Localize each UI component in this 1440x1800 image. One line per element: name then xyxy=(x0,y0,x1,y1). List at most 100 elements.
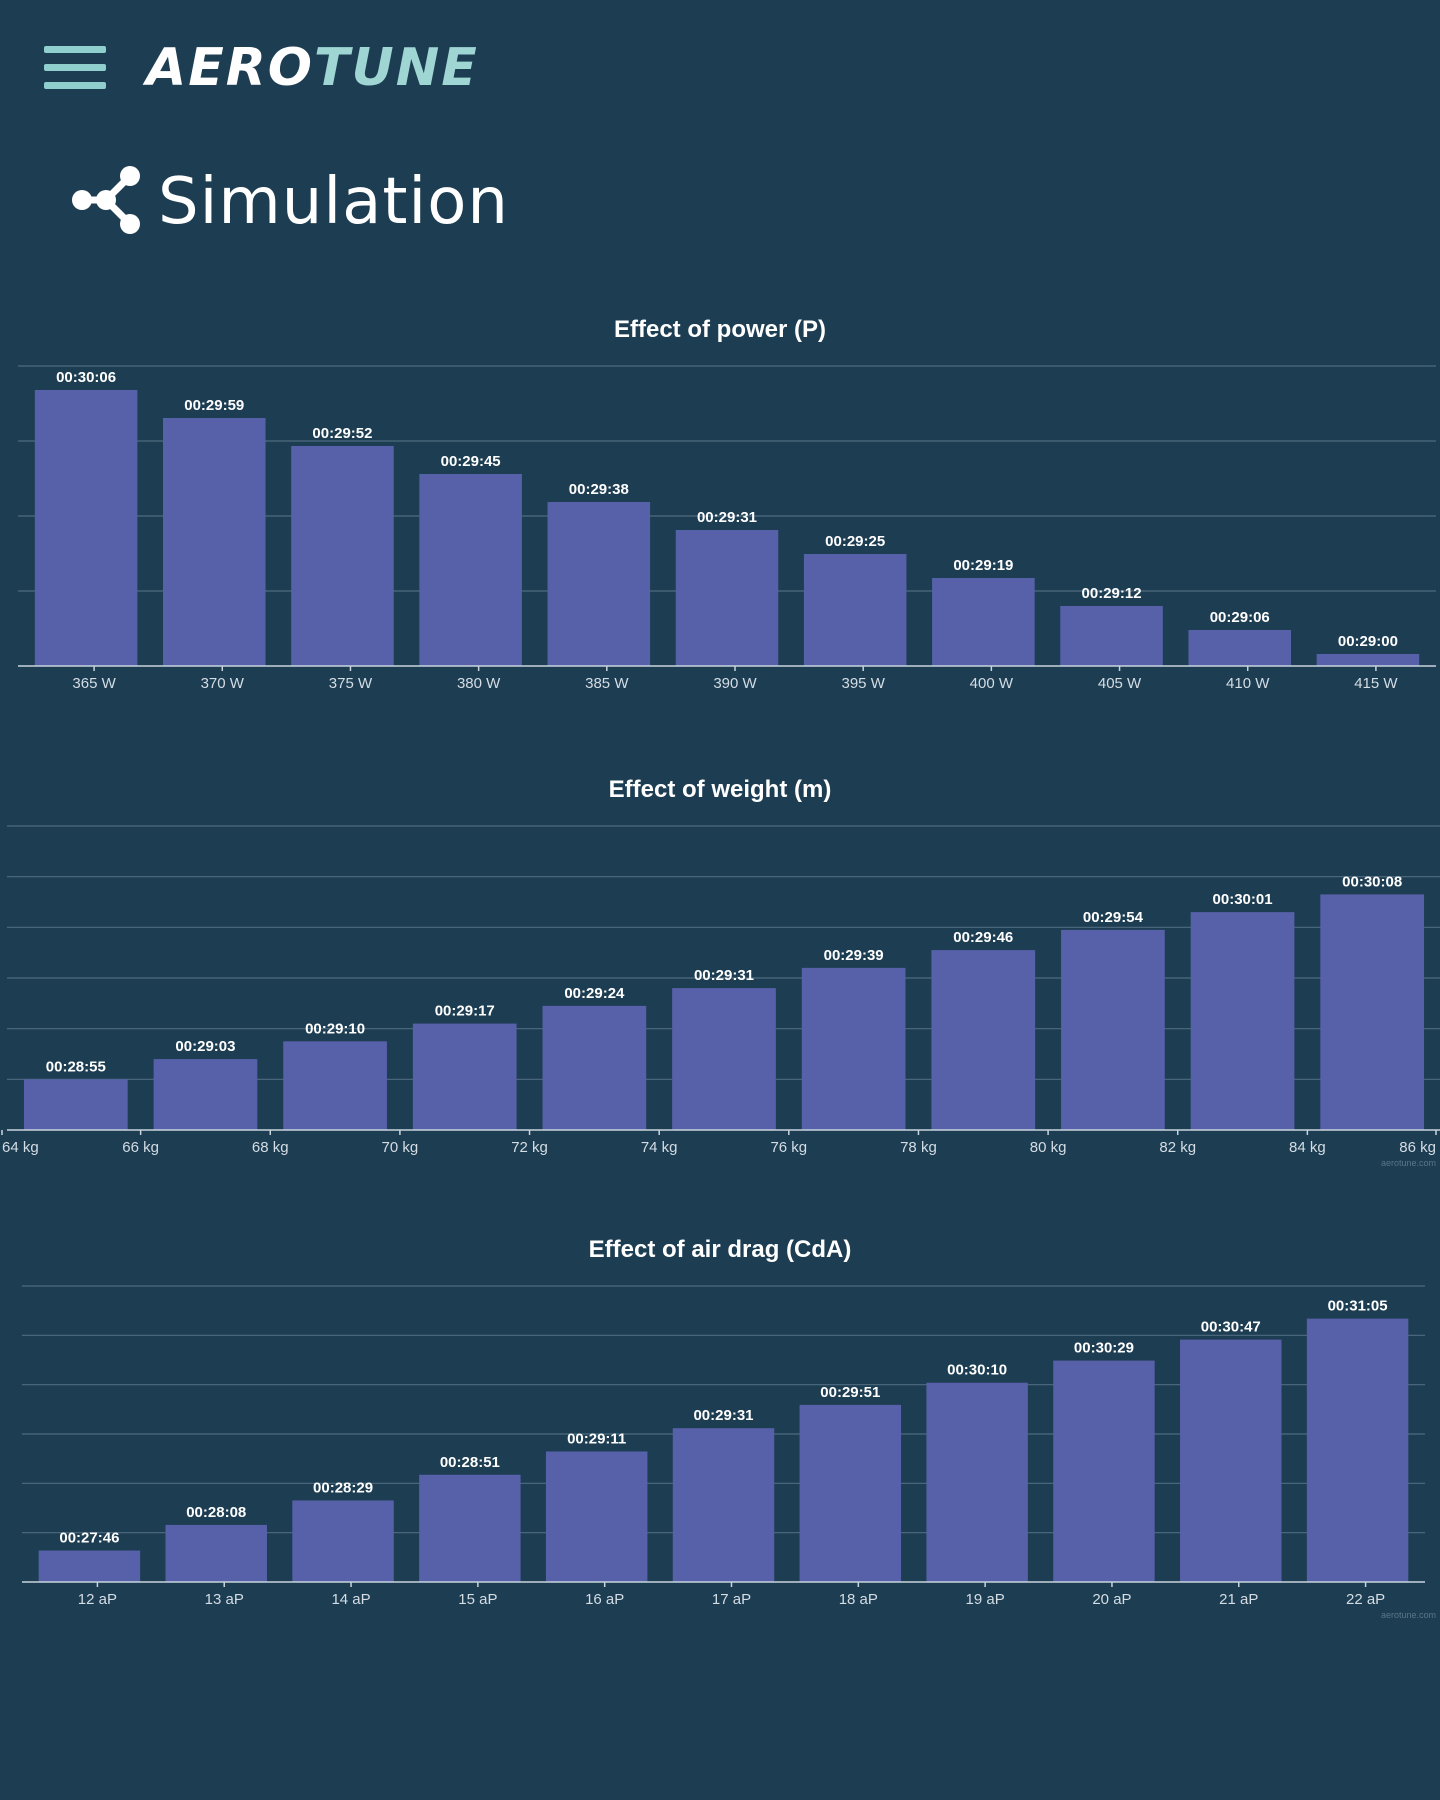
chart-bar[interactable] xyxy=(799,1404,902,1582)
logo-text-aero: AERO xyxy=(146,38,315,98)
weight-effect-chart-svg: Effect of weight (m) 00:28:55 00:29:03 00:2… xyxy=(1,776,1440,1168)
weight-effect-chart: Effect of weight (m) 00:28:55 00:29:03 00:2… xyxy=(0,760,1440,1170)
chart-bar[interactable] xyxy=(419,1474,521,1582)
x-axis-tick-label: 64 kg xyxy=(2,1139,39,1156)
chart-bar[interactable] xyxy=(1060,606,1163,666)
chart-bar[interactable] xyxy=(803,554,907,666)
chart-bar[interactable] xyxy=(292,1500,394,1582)
chart-bar[interactable] xyxy=(672,1428,775,1582)
x-axis-tick-label: 22 aP xyxy=(1346,1591,1385,1608)
bar-value-label: 00:27:46 xyxy=(59,1530,119,1547)
x-axis-tick-label: 18 aP xyxy=(839,1591,878,1608)
x-axis-tick-label: 66 kg xyxy=(122,1139,159,1156)
x-axis-tick-label: 16 aP xyxy=(585,1591,624,1608)
air-drag-effect-chart: Effect of air drag (CdA) 00:27:46 00:28:08… xyxy=(0,1220,1440,1630)
x-axis-tick-label: 82 kg xyxy=(1159,1139,1196,1156)
x-axis-tick-label: 12 aP xyxy=(78,1591,117,1608)
chart-bar[interactable] xyxy=(1061,929,1165,1130)
x-axis-tick-label: 70 kg xyxy=(382,1139,419,1156)
x-axis-tick-label: 405 W xyxy=(1098,675,1142,692)
bar-value-label: 00:29:06 xyxy=(1210,609,1270,626)
chart-bar[interactable] xyxy=(291,446,394,666)
x-axis-tick-label: 14 aP xyxy=(331,1591,370,1608)
chart-bar[interactable] xyxy=(1053,1360,1155,1582)
bar-value-label: 00:29:25 xyxy=(825,533,885,550)
bar-value-label: 00:29:31 xyxy=(697,509,757,526)
power-effect-chart: Effect of power (P) 00:30:06 00:29:59 00:29… xyxy=(0,300,1440,710)
x-axis-tick-label: 74 kg xyxy=(641,1139,678,1156)
chart-bar[interactable] xyxy=(38,1550,141,1582)
x-axis-tick-label: 410 W xyxy=(1226,675,1270,692)
chart-bar[interactable] xyxy=(419,474,522,666)
bar-value-label: 00:29:39 xyxy=(824,947,884,964)
chart-bar[interactable] xyxy=(932,578,1035,666)
bar-value-label: 00:29:54 xyxy=(1083,909,1144,926)
bar-value-label: 00:29:52 xyxy=(312,425,372,442)
chart-bar[interactable] xyxy=(165,1524,267,1582)
chart-bar[interactable] xyxy=(926,1382,1028,1582)
x-axis-tick-label: 380 W xyxy=(457,675,501,692)
bar-value-label: 00:29:03 xyxy=(175,1038,235,1055)
bar-value-label: 00:30:29 xyxy=(1074,1340,1134,1357)
page-title: Simulation xyxy=(158,165,509,239)
chart-bar[interactable] xyxy=(1180,1339,1282,1582)
chart-bar[interactable] xyxy=(23,1079,128,1130)
chart-bar[interactable] xyxy=(801,967,906,1130)
chart-bar[interactable] xyxy=(1190,912,1295,1130)
x-axis-tick-label: 20 aP xyxy=(1092,1591,1131,1608)
x-axis-tick-label: 13 aP xyxy=(205,1591,244,1608)
bar-value-label: 00:29:10 xyxy=(305,1020,365,1037)
x-axis-tick-label: 72 kg xyxy=(511,1139,548,1156)
chart-bar[interactable] xyxy=(283,1041,387,1130)
bar-value-label: 00:28:51 xyxy=(440,1454,500,1471)
chart-bar[interactable] xyxy=(675,530,779,666)
bar-value-label: 00:28:08 xyxy=(186,1504,246,1521)
chart-title: Effect of weight (m) xyxy=(609,776,832,803)
bar-value-label: 00:29:59 xyxy=(184,397,244,414)
bar-value-label: 00:29:12 xyxy=(1082,585,1142,602)
chart-bar[interactable] xyxy=(547,502,651,666)
hamburger-menu-icon[interactable] xyxy=(44,46,106,90)
chart-bar[interactable] xyxy=(1320,894,1425,1130)
bar-value-label: 00:30:10 xyxy=(947,1362,1007,1379)
bar-value-label: 00:30:08 xyxy=(1342,873,1402,890)
power-effect-chart-svg: Effect of power (P) 00:30:06 00:29:59 00:29… xyxy=(18,316,1436,692)
chart-bar[interactable] xyxy=(34,390,138,666)
bar-value-label: 00:30:06 xyxy=(56,369,116,386)
x-axis-tick-label: 15 aP xyxy=(458,1591,497,1608)
bar-value-label: 00:29:11 xyxy=(567,1430,626,1447)
chart-bar[interactable] xyxy=(1316,654,1420,666)
bar-value-label: 00:28:55 xyxy=(46,1058,106,1075)
x-axis-tick-label: 365 W xyxy=(72,675,116,692)
bar-value-label: 00:29:45 xyxy=(441,453,501,470)
chart-bar[interactable] xyxy=(672,988,776,1130)
chart-bar[interactable] xyxy=(163,418,266,666)
chart-bar[interactable] xyxy=(1306,1318,1409,1582)
chart-bar[interactable] xyxy=(412,1023,517,1130)
chart-bar[interactable] xyxy=(931,950,1036,1130)
bar-value-label: 00:29:51 xyxy=(820,1384,880,1401)
x-axis-tick-label: 19 aP xyxy=(966,1591,1005,1608)
logo-text-tune: TUNE xyxy=(314,38,479,98)
x-axis-tick-label: 415 W xyxy=(1354,675,1398,692)
x-axis-tick-label: 86 kg xyxy=(1399,1139,1436,1156)
x-axis-tick-label: 400 W xyxy=(970,675,1014,692)
chart-bar[interactable] xyxy=(542,1005,647,1130)
chart-bar[interactable] xyxy=(153,1059,258,1130)
aerotune-logo[interactable]: AEROTUNE xyxy=(146,38,479,98)
bar-value-label: 00:29:17 xyxy=(435,1003,495,1020)
chart-bar[interactable] xyxy=(1188,630,1291,666)
x-axis-tick-label: 84 kg xyxy=(1289,1139,1326,1156)
x-axis-tick-label: 370 W xyxy=(201,675,245,692)
chart-bar[interactable] xyxy=(545,1451,648,1582)
bar-value-label: 00:29:46 xyxy=(953,929,1013,946)
bar-value-label: 00:29:31 xyxy=(693,1407,753,1424)
bar-value-label: 00:30:01 xyxy=(1213,891,1273,908)
x-axis-tick-label: 21 aP xyxy=(1219,1591,1258,1608)
bar-value-label: 00:29:38 xyxy=(569,481,629,498)
x-axis-tick-label: 385 W xyxy=(585,675,629,692)
bar-value-label: 00:29:24 xyxy=(564,985,625,1002)
chart-title: Effect of air drag (CdA) xyxy=(589,1236,852,1263)
chart-credit: aerotune.com xyxy=(1381,1158,1436,1168)
bar-value-label: 00:28:29 xyxy=(313,1479,373,1496)
